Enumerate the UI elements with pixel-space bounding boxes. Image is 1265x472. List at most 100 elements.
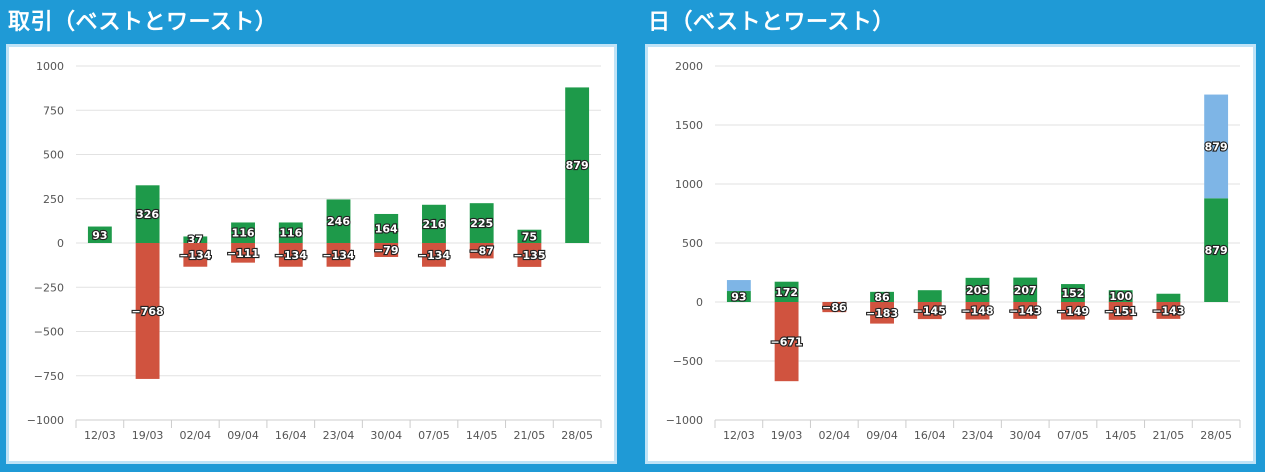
bar <box>278 222 303 243</box>
chart-panel-trades: 1000 750 500 250 0 −250 −500 −750 −1000 12/03 19/0… <box>6 44 617 464</box>
bar <box>278 243 303 267</box>
bar <box>469 243 494 259</box>
y-tick-label: 500 <box>43 149 64 162</box>
y-tick-label: 0 <box>696 296 703 309</box>
y-tick-label: −500 <box>673 355 703 368</box>
x-tick-label: 28/05 <box>1200 429 1232 442</box>
bar <box>326 199 351 243</box>
y-tick-label: −250 <box>34 281 64 294</box>
data-label: −134 <box>179 249 212 262</box>
x-tick-label: 23/04 <box>962 429 994 442</box>
bar <box>1061 284 1085 302</box>
data-label: 75 <box>522 230 537 243</box>
data-label: 246 <box>327 215 350 228</box>
bar <box>326 243 351 267</box>
bar <box>1061 302 1085 320</box>
y-tick-label: −750 <box>34 370 64 383</box>
data-label: 93 <box>92 229 107 242</box>
bar <box>1108 302 1133 320</box>
y-tick-label: 2000 <box>675 60 703 73</box>
y-tick-label: 500 <box>682 237 703 250</box>
data-label: −143 <box>1009 304 1041 317</box>
bar <box>469 203 494 243</box>
bar <box>965 277 990 302</box>
x-tick-label: 28/05 <box>561 429 593 442</box>
x-tick-label: 30/04 <box>370 429 402 442</box>
x-tick-label: 02/04 <box>179 429 211 442</box>
x-tick-label: 07/05 <box>418 429 450 442</box>
data-label: 216 <box>422 218 445 231</box>
data-label: 879 <box>1205 244 1228 257</box>
x-tick-label: 19/03 <box>771 429 803 442</box>
data-label: −145 <box>914 305 946 318</box>
bar <box>374 243 399 257</box>
y-tick-label: −1000 <box>27 414 64 427</box>
data-label: 207 <box>1014 284 1037 297</box>
data-label: 116 <box>279 227 302 240</box>
data-label: 879 <box>1205 140 1228 153</box>
x-tick-label: 19/03 <box>132 429 164 442</box>
bar <box>726 280 751 292</box>
bar <box>135 185 160 243</box>
bar <box>917 302 942 320</box>
bar <box>774 281 799 302</box>
bar <box>374 213 399 243</box>
chart-days: 2000 1500 1000 500 0 −500 −1000 12/03 19/03 02/04… <box>666 60 1241 442</box>
data-label: −134 <box>275 249 308 262</box>
bar <box>1156 302 1181 319</box>
x-tick-label: 30/04 <box>1009 429 1041 442</box>
bar <box>231 222 255 243</box>
bar <box>87 226 112 243</box>
data-label: −134 <box>322 249 355 262</box>
x-tick-label: 21/05 <box>1153 429 1185 442</box>
data-label: 225 <box>470 217 493 230</box>
bar <box>1156 293 1181 302</box>
data-label: −143 <box>1152 304 1184 317</box>
data-label: 100 <box>1109 290 1132 303</box>
data-label: 164 <box>375 222 398 235</box>
data-label: −671 <box>770 336 802 349</box>
y-tick-label: 1500 <box>675 119 703 132</box>
x-tick-label: 07/05 <box>1057 429 1089 442</box>
bar <box>135 243 160 379</box>
bar <box>1204 198 1229 302</box>
data-label: 326 <box>136 208 159 221</box>
chart-title-trades: 取引（ベストとワースト） <box>8 10 278 35</box>
x-tick-label: 23/04 <box>323 429 355 442</box>
y-tick-label: −500 <box>34 326 64 339</box>
chart-trades: 1000 750 500 250 0 −250 −500 −750 −1000 12/03 19/0… <box>27 60 602 442</box>
bar <box>565 87 590 244</box>
chart-title-days: 日（ベストとワースト） <box>648 10 895 35</box>
bar <box>422 204 446 243</box>
x-tick-label: 02/04 <box>818 429 850 442</box>
bar <box>422 243 446 267</box>
y-tick-label: 1000 <box>36 60 64 73</box>
data-label: −148 <box>961 305 993 318</box>
data-label: −87 <box>469 245 494 258</box>
x-tick-label: 12/03 <box>84 429 116 442</box>
x-tick-label: 09/04 <box>866 429 898 442</box>
bar <box>517 229 542 243</box>
bar <box>822 302 847 313</box>
bar <box>517 243 542 267</box>
y-tick-label: 750 <box>43 104 64 117</box>
data-label: −149 <box>1057 305 1089 318</box>
data-label: 172 <box>775 286 798 299</box>
bar <box>1108 290 1133 302</box>
data-label: 879 <box>566 159 589 172</box>
data-label: 116 <box>232 227 255 240</box>
y-tick-label: 0 <box>57 237 64 250</box>
y-tick-label: 1000 <box>675 178 703 191</box>
data-label: −183 <box>866 307 898 320</box>
data-label: −768 <box>131 305 163 318</box>
bar <box>183 243 208 267</box>
y-tick-label: −1000 <box>666 414 703 427</box>
bar <box>870 302 894 324</box>
bar <box>183 236 208 243</box>
x-tick-label: 16/04 <box>275 429 307 442</box>
y-tick-label: 250 <box>43 193 64 206</box>
bar <box>231 243 255 263</box>
x-tick-label: 12/03 <box>723 429 755 442</box>
bar <box>1013 302 1038 319</box>
data-label: −86 <box>822 301 847 314</box>
